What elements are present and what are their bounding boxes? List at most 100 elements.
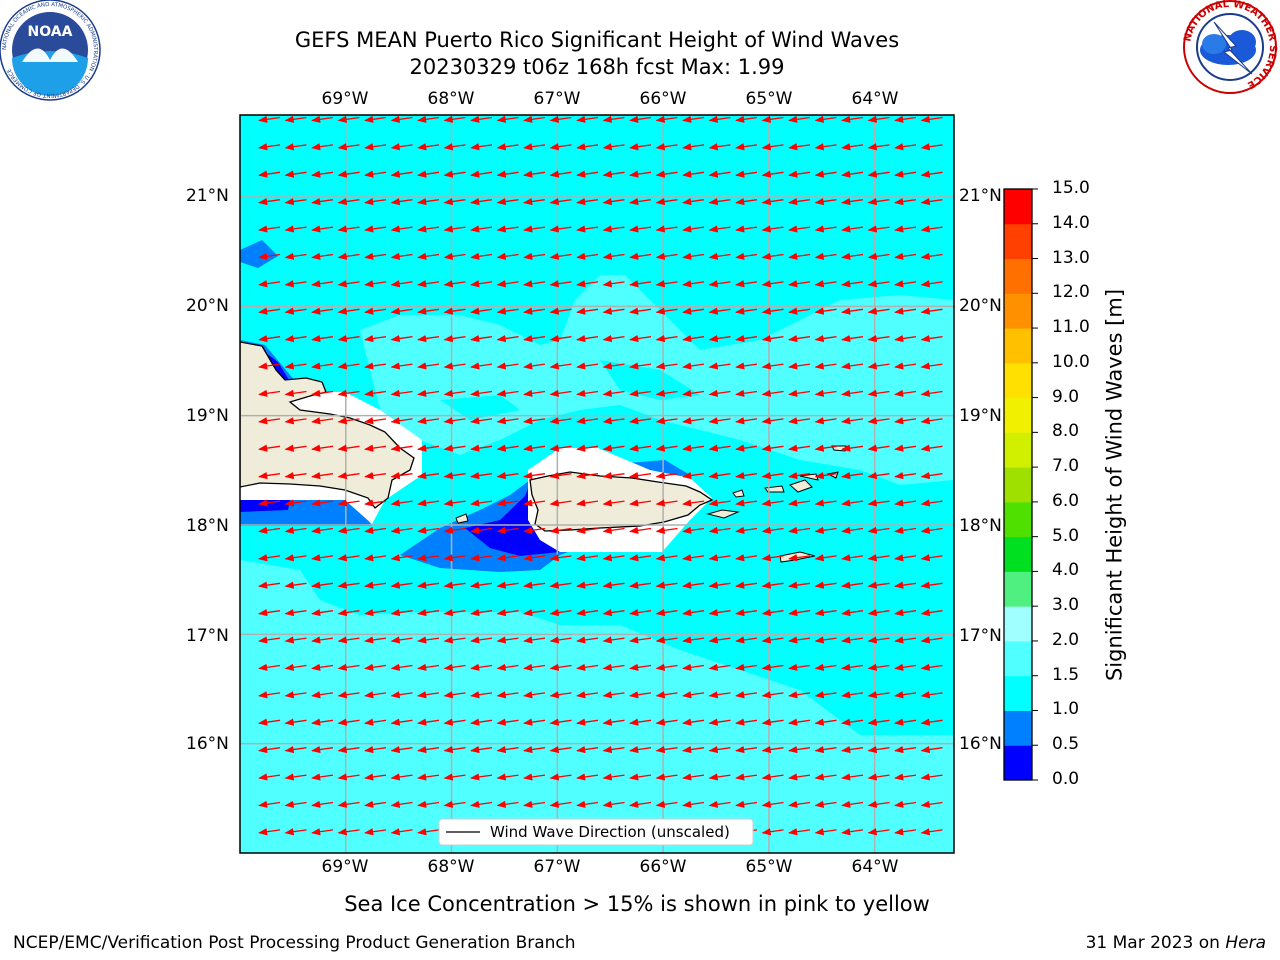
wave-arrow [364,417,387,425]
wave-arrow [629,307,652,315]
wave-arrow [576,334,599,343]
wave-arrow [867,362,890,370]
wave-arrow [894,115,917,123]
wave-arrow [841,307,864,315]
lat-label-right: 21°N [959,186,1002,206]
wave-arrow [364,718,387,726]
wave-arrow [682,800,705,808]
wave-arrow [284,554,307,562]
wave-arrow [390,636,413,644]
colorbar-segment [1004,710,1032,746]
wave-arrow [549,554,572,562]
wave-arrow [814,280,837,288]
wave-arrow [496,417,519,425]
wave-arrow [708,554,731,562]
wave-arrow [920,334,943,343]
wave-arrow [258,581,281,589]
wave-arrow [602,389,625,397]
colorbar-segment [1004,328,1032,364]
wave-arrow [788,417,811,425]
wave-arrow [788,280,811,288]
wave-arrow [841,280,864,288]
lat-label-right: 20°N [959,296,1002,316]
colorbar-tick-label: 7.0 [1052,456,1080,477]
wave-arrow [364,828,387,836]
wave-arrow [337,471,360,480]
wave-arrow [814,526,837,534]
wave-arrow [496,197,519,206]
wave-arrow [920,471,943,480]
wave-arrow [364,362,387,370]
wave-arrow [814,691,837,699]
lon-label-bottom: 64°W [851,857,899,877]
wave-arrow [682,663,705,671]
wave-arrow [682,417,705,425]
wave-arrow [735,334,758,343]
wave-arrow [443,499,466,507]
wave-arrow [735,389,758,397]
lat-label-left: 16°N [186,734,229,754]
wave-arrow [284,252,307,260]
wave-arrow [867,417,890,425]
wave-arrow [311,307,334,315]
wave-arrow [920,444,943,452]
wave-arrow [814,115,837,123]
wave-arrow [735,362,758,370]
wave-arrow [655,362,678,370]
wave-arrow [602,334,625,343]
wave-arrow [364,636,387,644]
wave-arrow [788,828,811,836]
wave-arrow [284,745,307,754]
wave-arrow [337,143,360,151]
wave-arrow [841,197,864,206]
wave-arrow [258,334,281,343]
lon-label-bottom: 68°W [427,857,475,877]
wave-arrow [364,170,387,178]
wave-arrow [867,800,890,808]
wave-arrow [735,197,758,206]
wave-arrow [761,197,784,206]
wave-arrow [258,800,281,808]
wave-arrow [496,581,519,589]
wave-arrow [443,225,466,233]
wave-arrow [920,197,943,206]
wave-arrow [390,362,413,370]
wave-arrow [655,170,678,178]
wave-arrow [470,417,493,425]
wave-arrow [443,417,466,425]
wave-arrow [364,663,387,671]
wave-arrow [496,225,519,233]
wave-arrow [311,526,334,534]
wave-arrow [443,745,466,754]
wave-arrow [814,417,837,425]
wave-arrow [337,554,360,562]
wave-arrow [920,526,943,534]
wave-arrow [894,389,917,397]
wave-arrow [708,225,731,233]
wave-arrow [629,636,652,644]
wave-arrow [894,471,917,480]
colorbar-tick-label: 5.0 [1052,525,1080,546]
wave-arrow [629,691,652,699]
wave-arrow [523,389,546,397]
wave-arrow [337,663,360,671]
wave-arrow [814,334,837,343]
wave-arrow [602,554,625,562]
wave-arrow [788,143,811,151]
wave-arrow [735,115,758,123]
wave-arrow [788,526,811,534]
wave-arrow [258,718,281,726]
wave-arrow [841,554,864,562]
wave-arrow [841,225,864,233]
wave-arrow [470,608,493,617]
wave-arrow [867,170,890,178]
wave-arrow [655,334,678,343]
wave-arrow [549,691,572,699]
colorbar-segment [1004,293,1032,329]
wave-arrow [602,225,625,233]
wave-arrow [496,252,519,260]
wave-arrow [576,499,599,507]
wave-arrow [867,334,890,343]
wave-arrow [761,252,784,260]
wave-arrow [311,691,334,699]
